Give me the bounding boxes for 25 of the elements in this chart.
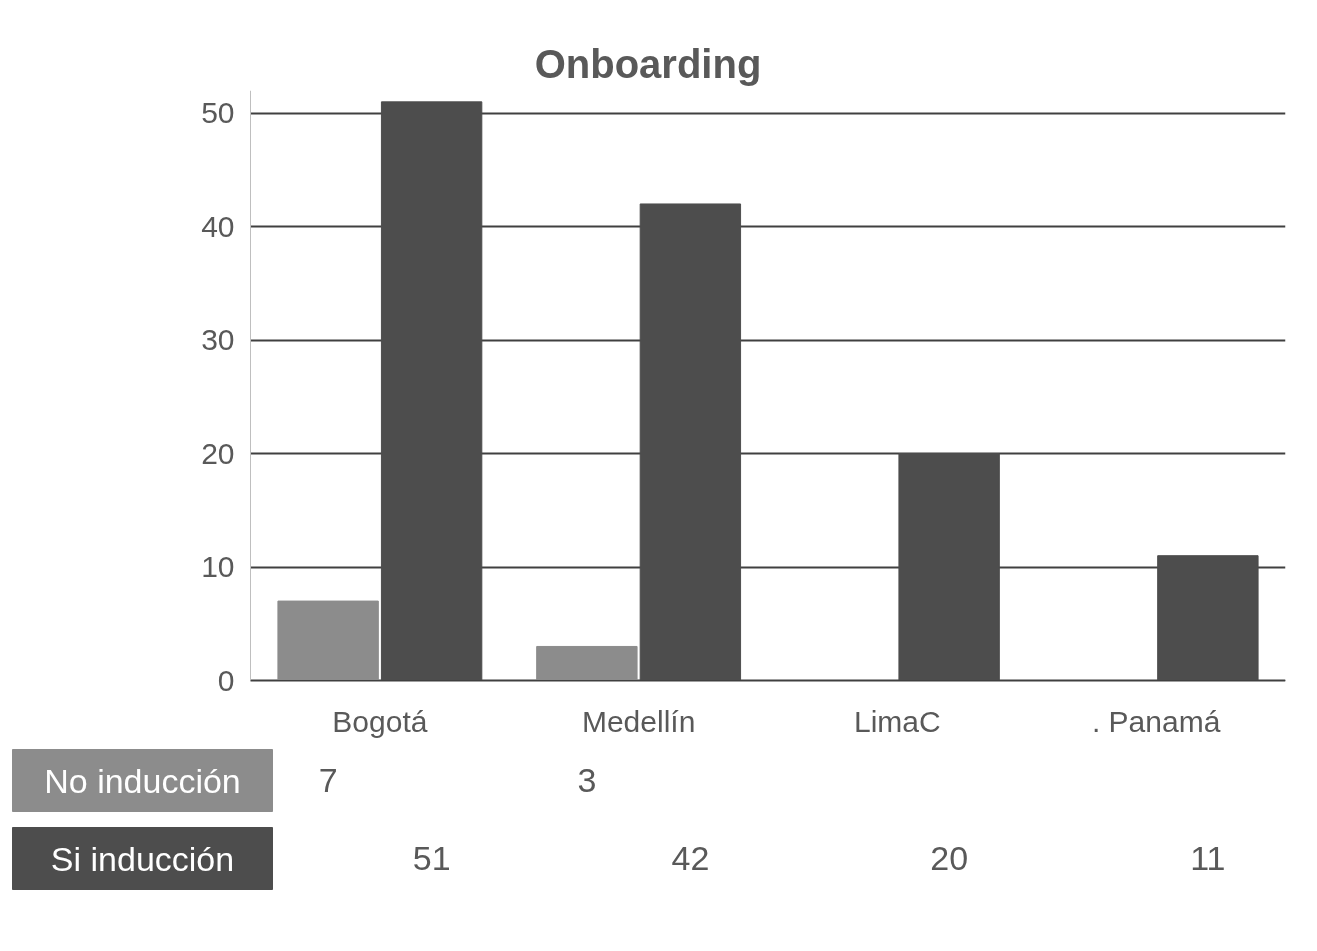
text: Si inducción bbox=[50, 839, 235, 878]
bar bbox=[536, 645, 638, 681]
y-tick-label: 30 bbox=[201, 323, 235, 357]
bar bbox=[1157, 555, 1259, 681]
y-tick-label: 10 bbox=[201, 550, 235, 584]
data-label: 11 bbox=[1190, 839, 1226, 877]
x-tick-label: . Panamá bbox=[1091, 704, 1221, 738]
data-label: 20 bbox=[930, 839, 969, 877]
data-label: 42 bbox=[671, 839, 710, 877]
text: No inducción bbox=[44, 761, 241, 800]
y-tick-label: 50 bbox=[201, 96, 235, 130]
bar bbox=[380, 101, 483, 681]
x-tick-label: Medellín bbox=[581, 704, 696, 738]
y-tick-label: 0 bbox=[217, 663, 235, 697]
y-tick-label: 20 bbox=[201, 436, 235, 470]
data-label: 51 bbox=[412, 839, 451, 877]
bar bbox=[277, 600, 379, 681]
chart-title: Onboarding bbox=[534, 41, 762, 86]
bar bbox=[639, 203, 742, 681]
bar bbox=[898, 453, 1000, 681]
data-label: 7 bbox=[318, 761, 338, 799]
x-tick-label: Bogotá bbox=[332, 704, 428, 738]
x-tick-label: LimaC bbox=[854, 704, 941, 738]
data-label: 3 bbox=[577, 761, 597, 799]
y-tick-label: 40 bbox=[201, 209, 235, 243]
